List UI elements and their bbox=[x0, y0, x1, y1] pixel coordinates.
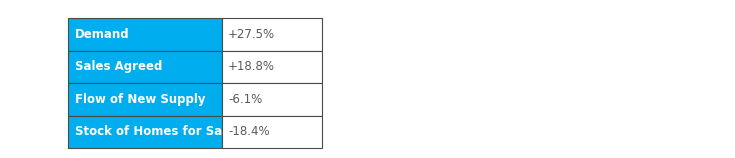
Bar bbox=[222, 18, 322, 51]
Bar bbox=[68, 51, 222, 83]
Text: Sales Agreed: Sales Agreed bbox=[75, 60, 162, 73]
Text: +27.5%: +27.5% bbox=[228, 28, 275, 41]
Bar bbox=[68, 18, 222, 51]
Bar bbox=[222, 83, 322, 115]
Text: Flow of New Supply: Flow of New Supply bbox=[75, 93, 206, 106]
Text: +18.8%: +18.8% bbox=[228, 60, 275, 73]
Bar bbox=[68, 83, 222, 115]
Bar bbox=[68, 115, 222, 148]
Text: -6.1%: -6.1% bbox=[228, 93, 262, 106]
Bar bbox=[222, 51, 322, 83]
Bar bbox=[222, 115, 322, 148]
Text: Demand: Demand bbox=[75, 28, 129, 41]
Text: Stock of Homes for Sale: Stock of Homes for Sale bbox=[75, 125, 234, 138]
Text: -18.4%: -18.4% bbox=[228, 125, 270, 138]
